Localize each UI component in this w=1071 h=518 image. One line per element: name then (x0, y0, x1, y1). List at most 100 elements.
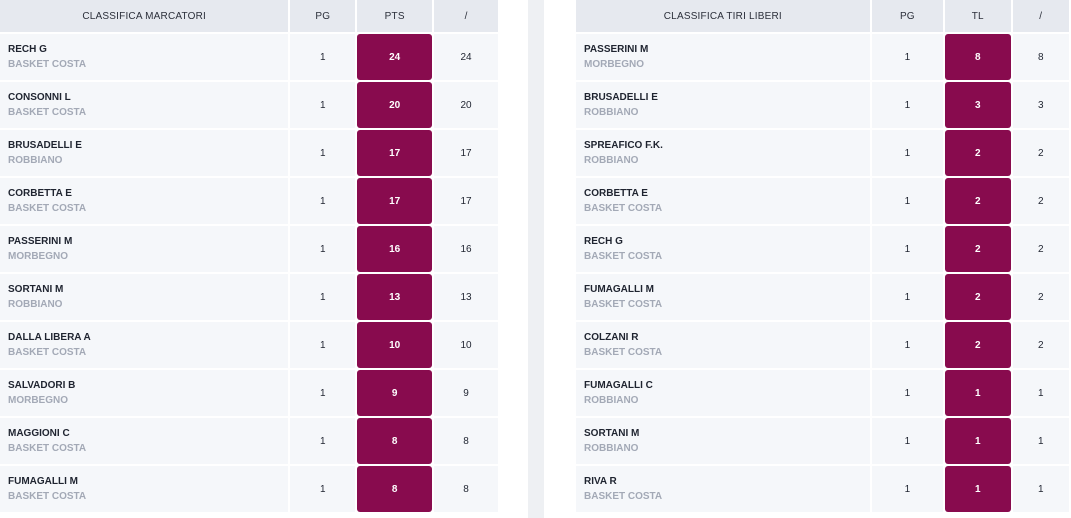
tl-cell: 1 (945, 418, 1011, 464)
player-name[interactable]: COLZANI R (584, 332, 639, 343)
player-cell[interactable]: RECH G BASKET COSTA (576, 226, 870, 272)
player-name[interactable]: CORBETTA E (584, 188, 648, 199)
player-name[interactable]: CONSONNI L (8, 92, 71, 103)
player-cell[interactable]: RIVA R BASKET COSTA (576, 466, 870, 512)
scorer-row[interactable]: DALLA LIBERA A BASKET COSTA 1 10 10 (0, 322, 498, 368)
player-cell[interactable]: CORBETTA E BASKET COSTA (0, 178, 289, 224)
scorer-row[interactable]: SALVADORI B MORBEGNO 1 9 9 (0, 370, 498, 416)
player-name[interactable]: FUMAGALLI M (8, 476, 78, 487)
team-name: BASKET COSTA (8, 107, 87, 118)
player-cell[interactable]: COLZANI R BASKET COSTA (576, 322, 870, 368)
player-cell[interactable]: PASSERINI M MORBEGNO (576, 34, 870, 80)
player-cell[interactable]: FUMAGALLI C ROBBIANO (576, 370, 870, 416)
tl-cell: 8 (945, 34, 1011, 80)
scorers-pg-header[interactable]: PG (290, 0, 356, 32)
player-name[interactable]: SALVADORI B (8, 380, 76, 391)
pts-cell: 16 (357, 226, 433, 272)
player-name[interactable]: BRUSADELLI E (584, 92, 658, 103)
player-cell[interactable]: SORTANI M ROBBIANO (576, 418, 870, 464)
free-throw-row[interactable]: RIVA R BASKET COSTA 1 1 1 (576, 466, 1069, 512)
free-throw-row[interactable]: FUMAGALLI C ROBBIANO 1 1 1 (576, 370, 1069, 416)
games-played-cell: 1 (290, 370, 356, 416)
player-name[interactable]: FUMAGALLI C (584, 380, 653, 391)
player-name[interactable]: PASSERINI M (584, 44, 649, 55)
player-cell[interactable]: SPREAFICO F.K. ROBBIANO (576, 130, 870, 176)
average-cell: 13 (434, 274, 498, 320)
team-name: BASKET COSTA (584, 491, 663, 502)
tl-cell: 1 (945, 370, 1011, 416)
free-throws-pg-header[interactable]: PG (871, 0, 944, 32)
team-name: BASKET COSTA (584, 203, 663, 214)
player-name[interactable]: SORTANI M (8, 284, 64, 295)
scorer-row[interactable]: CORBETTA E BASKET COSTA 1 17 17 (0, 178, 498, 224)
scorers-header-row: CLASSIFICA MARCATORI PG PTS / (0, 0, 498, 32)
free-throw-row[interactable]: SORTANI M ROBBIANO 1 1 1 (576, 418, 1069, 464)
scorer-row[interactable]: FUMAGALLI M BASKET COSTA 1 8 8 (0, 466, 498, 512)
average-cell: 1 (1012, 370, 1069, 416)
team-name: ROBBIANO (584, 443, 639, 454)
player-name[interactable]: SPREAFICO F.K. (584, 140, 663, 151)
player-cell[interactable]: PASSERINI M MORBEGNO (0, 226, 289, 272)
team-name: ROBBIANO (8, 299, 63, 310)
free-throws-title-header[interactable]: CLASSIFICA TIRI LIBERI (576, 0, 870, 32)
games-played-cell: 1 (290, 418, 356, 464)
scorers-title-header[interactable]: CLASSIFICA MARCATORI (0, 0, 289, 32)
tl-cell: 2 (945, 274, 1011, 320)
player-name[interactable]: RECH G (8, 44, 47, 55)
average-cell: 8 (434, 466, 498, 512)
team-name: MORBEGNO (8, 395, 68, 406)
scorer-row[interactable]: CONSONNI L BASKET COSTA 1 20 20 (0, 82, 498, 128)
player-name[interactable]: PASSERINI M (8, 236, 73, 247)
free-throw-row[interactable]: RECH G BASKET COSTA 1 2 2 (576, 226, 1069, 272)
scorer-row[interactable]: RECH G BASKET COSTA 1 24 24 (0, 34, 498, 80)
player-name[interactable]: RIVA R (584, 476, 617, 487)
player-cell[interactable]: FUMAGALLI M BASKET COSTA (0, 466, 289, 512)
tl-cell: 2 (945, 130, 1011, 176)
free-throws-table: CLASSIFICA TIRI LIBERI PG TL / PASSERINI… (574, 0, 1071, 514)
player-cell[interactable]: BRUSADELLI E ROBBIANO (576, 82, 870, 128)
free-throws-header-row: CLASSIFICA TIRI LIBERI PG TL / (576, 0, 1069, 32)
average-cell: 10 (434, 322, 498, 368)
team-name: BASKET COSTA (584, 347, 663, 358)
team-name: BASKET COSTA (8, 443, 87, 454)
free-throw-row[interactable]: COLZANI R BASKET COSTA 1 2 2 (576, 322, 1069, 368)
free-throws-avg-header[interactable]: / (1012, 0, 1069, 32)
player-cell[interactable]: MAGGIONI C BASKET COSTA (0, 418, 289, 464)
scorer-row[interactable]: PASSERINI M MORBEGNO 1 16 16 (0, 226, 498, 272)
player-cell[interactable]: CORBETTA E BASKET COSTA (576, 178, 870, 224)
player-cell[interactable]: DALLA LIBERA A BASKET COSTA (0, 322, 289, 368)
player-name[interactable]: CORBETTA E (8, 188, 72, 199)
player-cell[interactable]: FUMAGALLI M BASKET COSTA (576, 274, 870, 320)
free-throw-row[interactable]: PASSERINI M MORBEGNO 1 8 8 (576, 34, 1069, 80)
games-played-cell: 1 (871, 274, 944, 320)
free-throw-row[interactable]: BRUSADELLI E ROBBIANO 1 3 3 (576, 82, 1069, 128)
player-cell[interactable]: SORTANI M ROBBIANO (0, 274, 289, 320)
player-name[interactable]: RECH G (584, 236, 623, 247)
free-throw-row[interactable]: FUMAGALLI M BASKET COSTA 1 2 2 (576, 274, 1069, 320)
scorers-panel: CLASSIFICA MARCATORI PG PTS / RECH G BASK… (0, 0, 500, 514)
tl-cell: 2 (945, 178, 1011, 224)
player-cell[interactable]: BRUSADELLI E ROBBIANO (0, 130, 289, 176)
player-cell[interactable]: RECH G BASKET COSTA (0, 34, 289, 80)
scorer-row[interactable]: MAGGIONI C BASKET COSTA 1 8 8 (0, 418, 498, 464)
games-played-cell: 1 (290, 178, 356, 224)
player-cell[interactable]: SALVADORI B MORBEGNO (0, 370, 289, 416)
player-cell[interactable]: CONSONNI L BASKET COSTA (0, 82, 289, 128)
player-name[interactable]: MAGGIONI C (8, 428, 70, 439)
player-name[interactable]: DALLA LIBERA A (8, 332, 91, 343)
free-throw-row[interactable]: CORBETTA E BASKET COSTA 1 2 2 (576, 178, 1069, 224)
scorers-avg-header[interactable]: / (434, 0, 498, 32)
team-name: BASKET COSTA (8, 347, 87, 358)
free-throws-tl-header[interactable]: TL (945, 0, 1011, 32)
player-name[interactable]: FUMAGALLI M (584, 284, 654, 295)
free-throw-row[interactable]: SPREAFICO F.K. ROBBIANO 1 2 2 (576, 130, 1069, 176)
pts-cell: 9 (357, 370, 433, 416)
average-cell: 9 (434, 370, 498, 416)
scorers-pts-header[interactable]: PTS (357, 0, 433, 32)
player-name[interactable]: BRUSADELLI E (8, 140, 82, 151)
games-played-cell: 1 (290, 226, 356, 272)
panel-divider (528, 0, 544, 518)
scorer-row[interactable]: SORTANI M ROBBIANO 1 13 13 (0, 274, 498, 320)
player-name[interactable]: SORTANI M (584, 428, 640, 439)
scorer-row[interactable]: BRUSADELLI E ROBBIANO 1 17 17 (0, 130, 498, 176)
